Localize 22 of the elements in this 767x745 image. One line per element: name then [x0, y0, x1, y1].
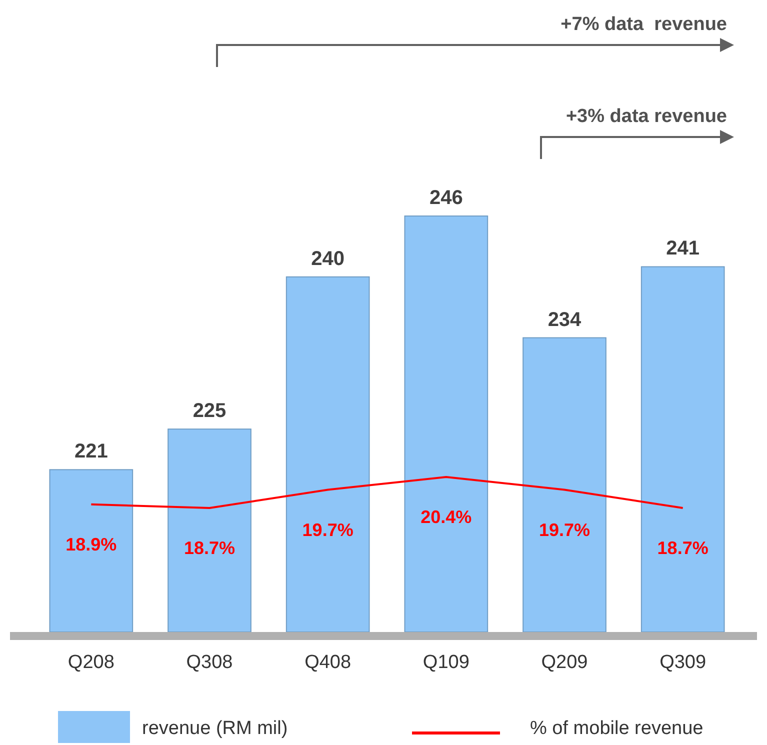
x-tick-label: Q309 — [660, 652, 706, 673]
x-tick-label: Q308 — [186, 652, 233, 673]
text: +7% data revenue — [560, 14, 727, 35]
data-label: 234 — [548, 308, 582, 331]
x-tick-label: Q208 — [68, 652, 114, 673]
data-label: 241 — [666, 238, 700, 260]
x-tick-label: Q209 — [541, 652, 588, 673]
data-label: 240 — [311, 248, 345, 270]
x-tick-label: Q408 — [304, 652, 352, 673]
legend-label: % of mobile revenue — [530, 718, 704, 739]
text: +3% data revenue — [566, 106, 727, 127]
data-label: 221 — [74, 440, 108, 463]
x-tick-label: Q109 — [422, 652, 470, 673]
data-label: 19.7% — [538, 520, 590, 540]
data-label: 18.7% — [657, 538, 708, 558]
legend-label: revenue (RM mil) — [142, 718, 288, 739]
data-label: 18.7% — [184, 538, 236, 558]
data-label: 18.9% — [66, 534, 117, 554]
data-label: 19.7% — [302, 520, 354, 540]
data-label: 246 — [429, 187, 463, 209]
data-label: 225 — [192, 400, 226, 422]
data-label: 20.4% — [420, 507, 472, 527]
